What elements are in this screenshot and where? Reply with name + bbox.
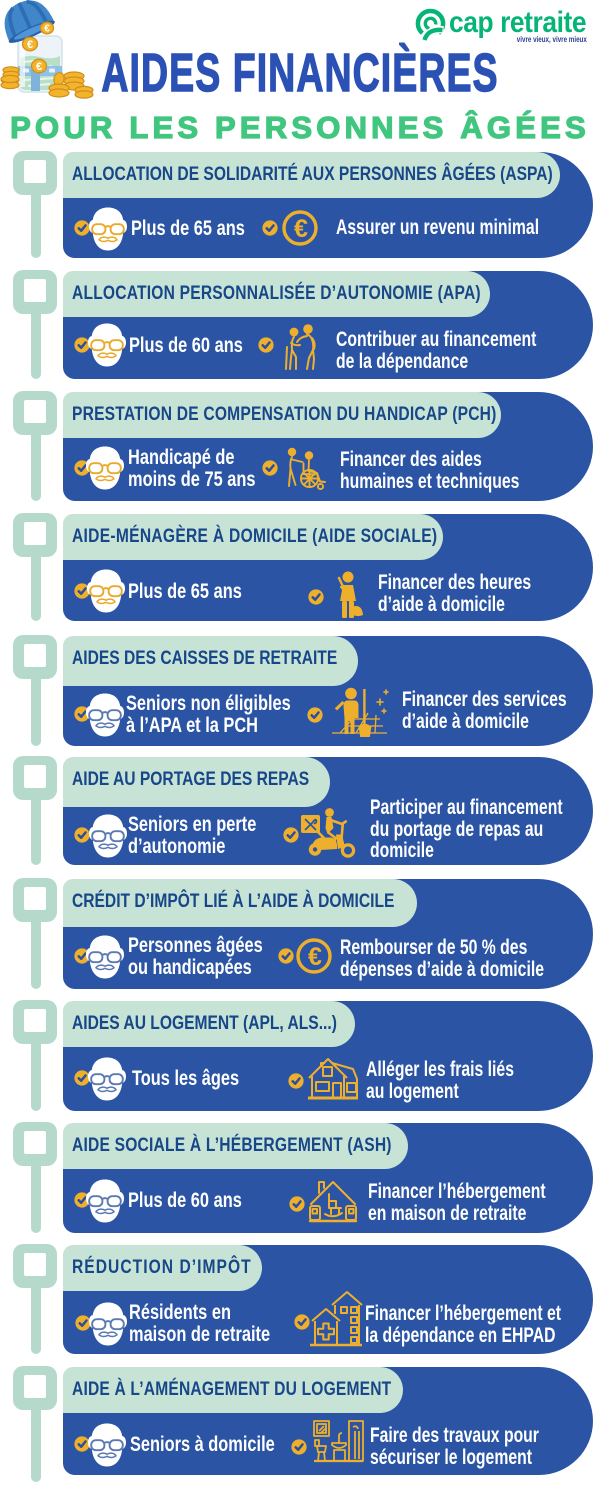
svg-text:€: €	[36, 61, 42, 73]
svg-text:€: €	[44, 24, 50, 35]
svg-text:€: €	[27, 39, 33, 51]
